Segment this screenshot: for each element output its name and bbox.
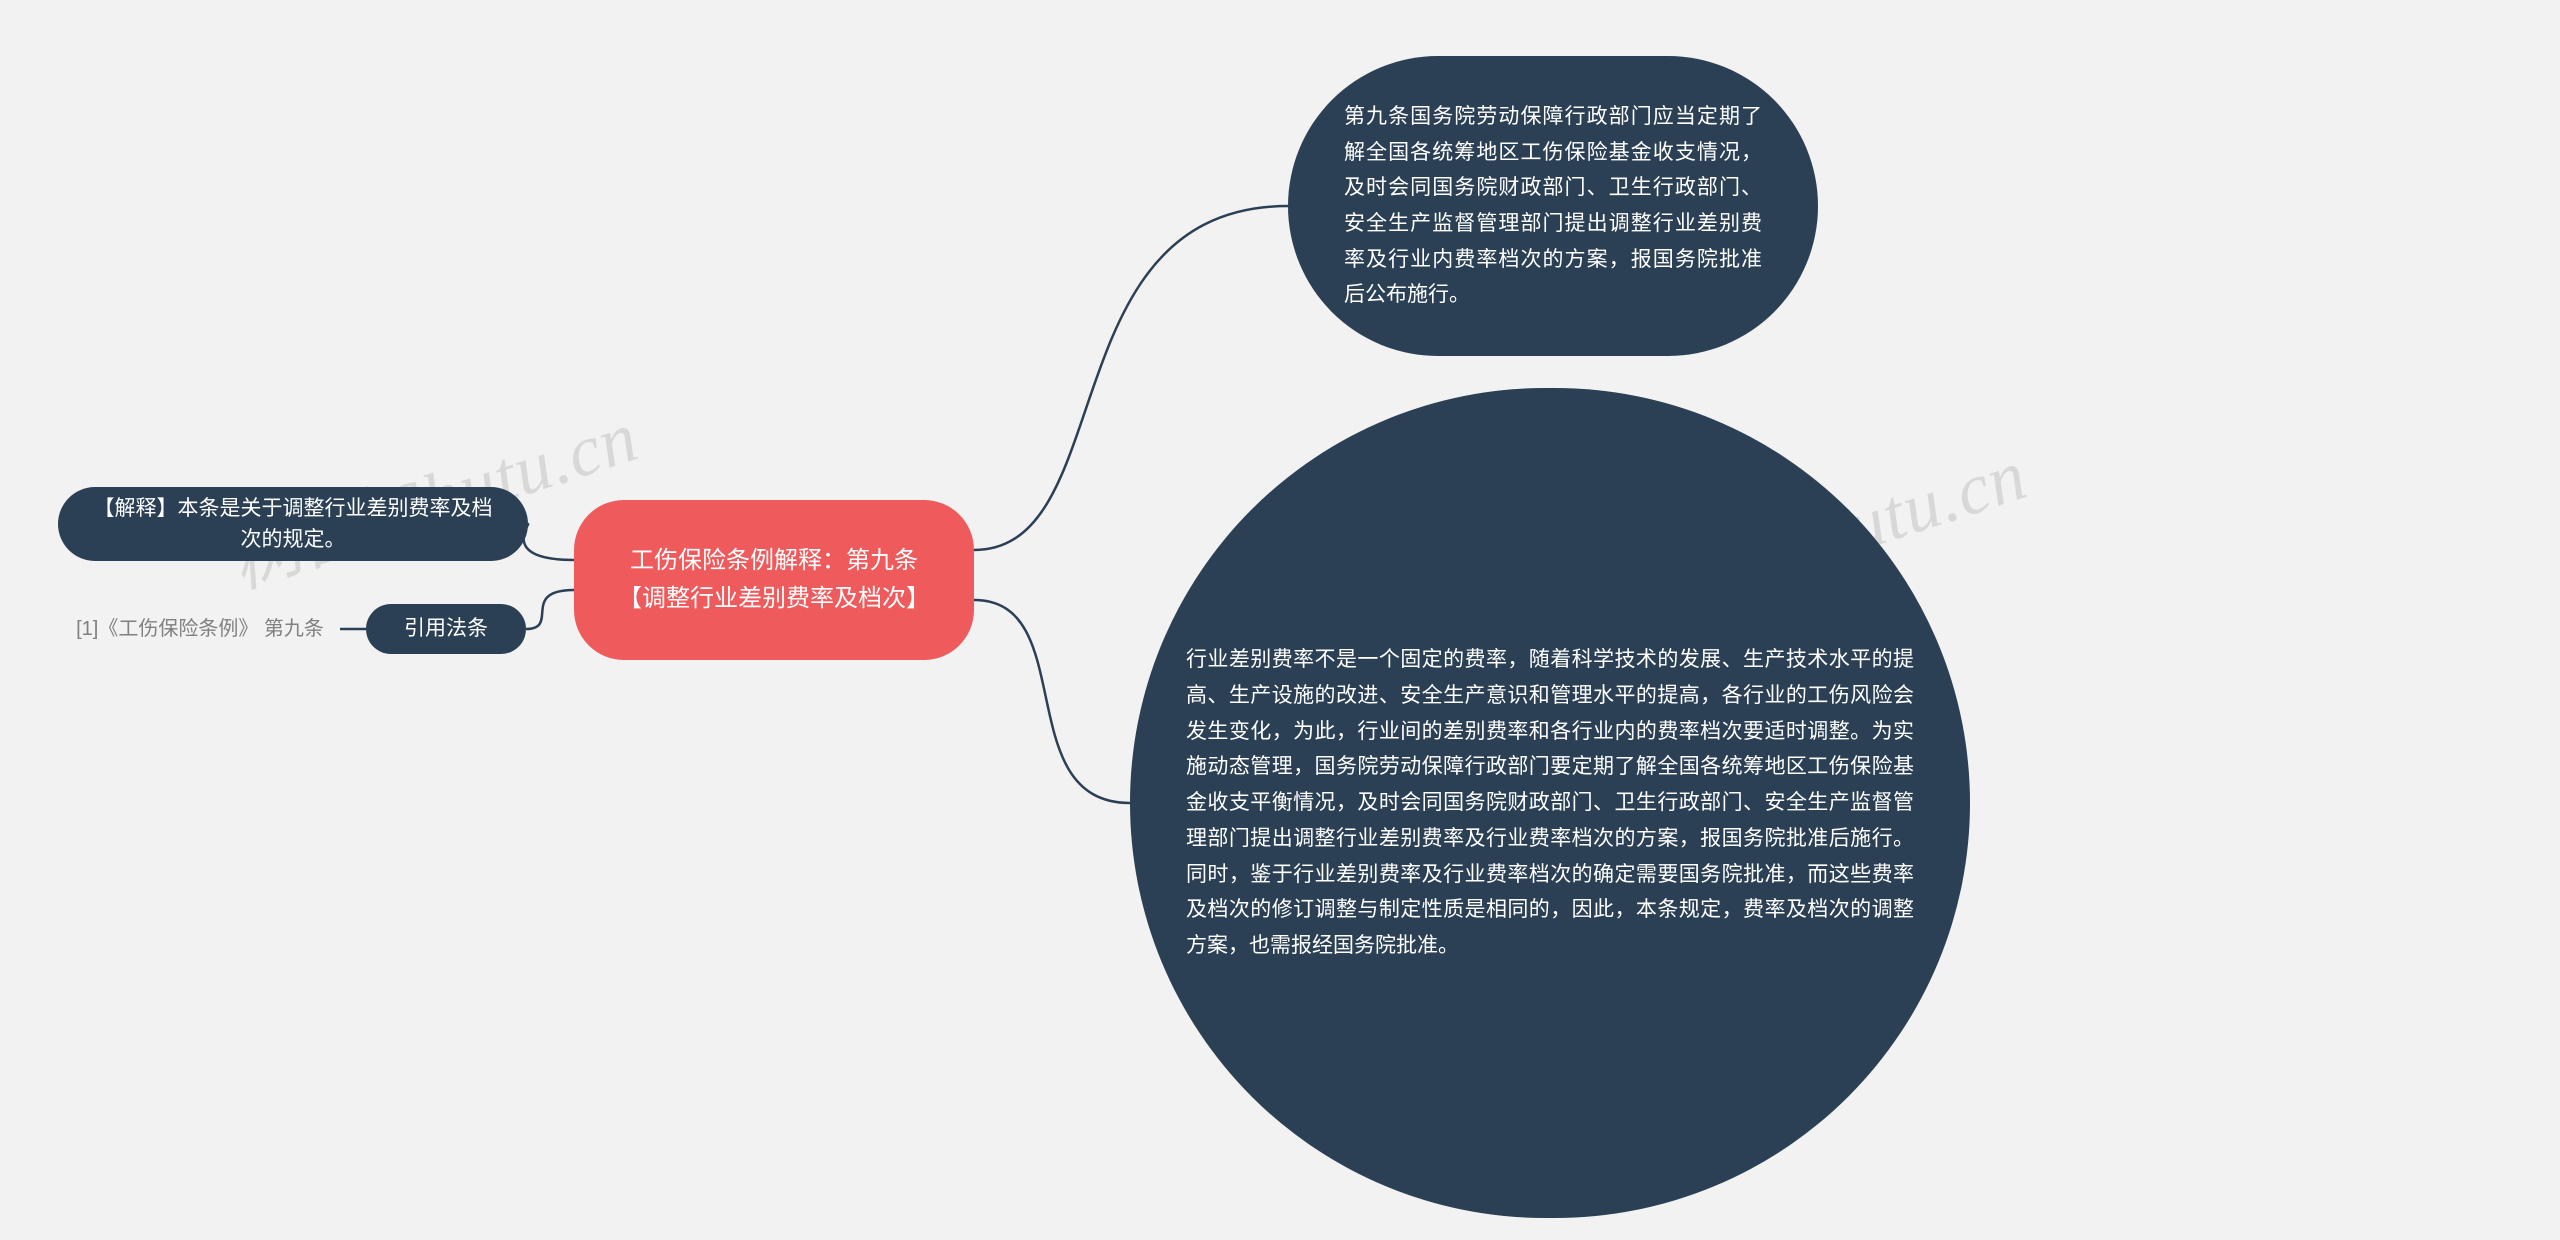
- branch-article-text-content: 第九条国务院劳动保障行政部门应当定期了解全国各统筹地区工伤保险基金收支情况，及时…: [1344, 99, 1762, 313]
- root-text: 工伤保险条例解释：第九条【调整行业差别费率及档次】: [614, 542, 934, 619]
- branch-citation-text: 引用法条: [404, 611, 488, 647]
- leaf-citation-ref-text: [1]《工伤保险条例》 第九条: [76, 612, 324, 646]
- root-node: 工伤保险条例解释：第九条【调整行业差别费率及档次】: [574, 500, 974, 660]
- branch-explanation: 【解释】本条是关于调整行业差别费率及档次的规定。: [58, 487, 528, 561]
- branch-detail-text: 行业差别费率不是一个固定的费率，随着科学技术的发展、生产技术水平的提高、生产设施…: [1130, 388, 1970, 1218]
- connector-path: [974, 600, 1130, 803]
- connector-path: [524, 524, 574, 560]
- leaf-citation-ref: [1]《工伤保险条例》 第九条: [60, 612, 340, 646]
- branch-explanation-text: 【解释】本条是关于调整行业差别费率及档次的规定。: [86, 493, 500, 556]
- connector-path: [526, 590, 574, 629]
- branch-article-text: 第九条国务院劳动保障行政部门应当定期了解全国各统筹地区工伤保险基金收支情况，及时…: [1288, 56, 1818, 356]
- connector-path: [974, 206, 1288, 550]
- branch-citation: 引用法条: [366, 604, 526, 654]
- branch-detail-text-content: 行业差别费率不是一个固定的费率，随着科学技术的发展、生产技术水平的提高、生产设施…: [1186, 642, 1914, 963]
